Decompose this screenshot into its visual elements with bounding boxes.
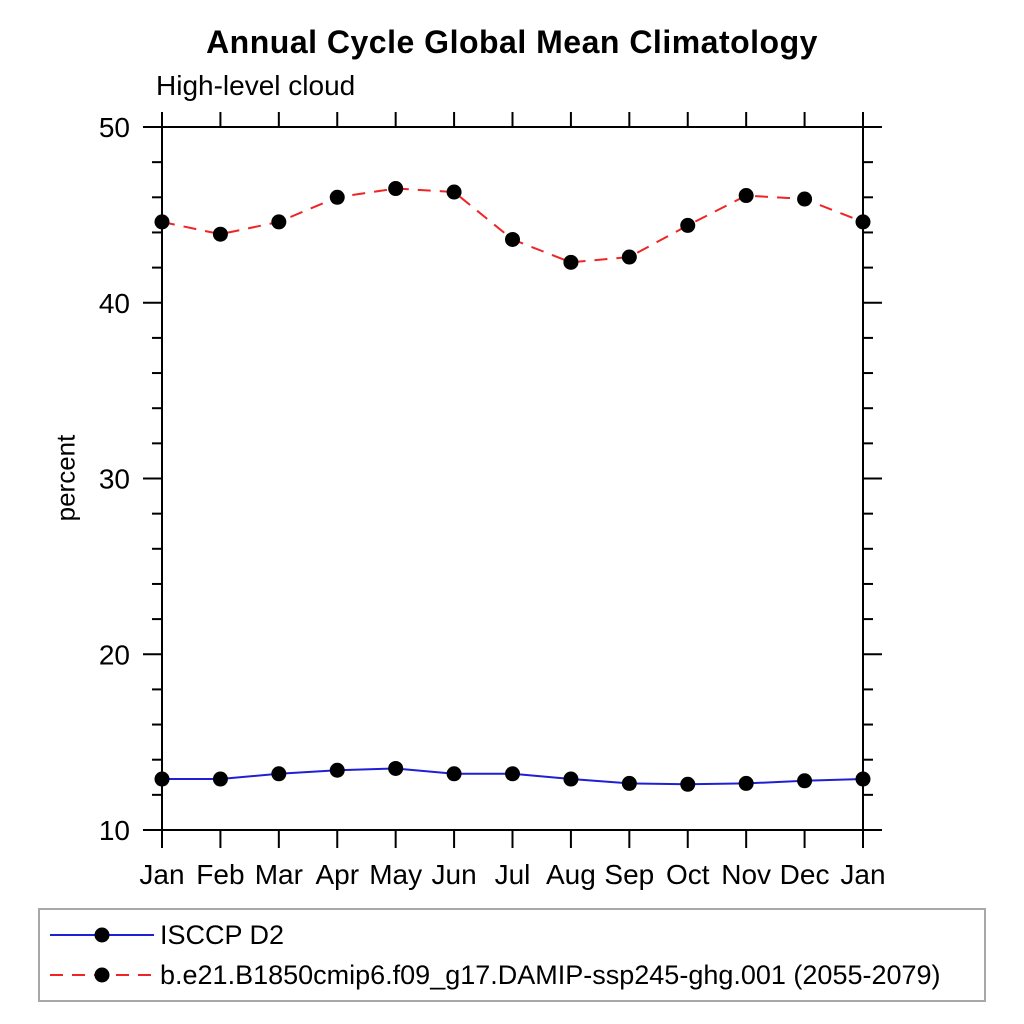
data-point-series-0 [212,771,228,787]
data-point-series-0 [271,766,287,782]
legend-label-model: b.e21.B1850cmip6.f09_g17.DAMIP-ssp245-gh… [160,959,941,990]
y-tick-label: 30 [99,464,130,495]
series-line-1 [161,187,864,264]
legend-label-isccp: ISCCP D2 [160,919,285,950]
x-tick-label: Oct [666,859,710,890]
data-point-series-0 [797,773,813,789]
data-point-series-1 [329,189,345,205]
legend-marker-icon [94,967,110,983]
data-point-series-1 [680,217,696,233]
data-point-series-1 [212,226,228,242]
legend-box: ISCCP D2 b.e21.B1850cmip6.f09_g17.DAMIP-… [38,908,986,1002]
data-point-series-0 [855,771,871,787]
data-point-series-1 [738,188,754,204]
data-point-series-1 [388,181,404,197]
legend-sample-line-dashed [50,967,154,983]
y-tick-label: 10 [99,815,130,846]
data-point-series-0 [154,771,170,787]
data-point-series-0 [388,760,404,776]
y-tick-label: 40 [99,288,130,319]
legend-marker-icon [94,927,110,943]
data-point-series-1 [621,249,637,265]
data-point-series-0 [563,771,579,787]
x-tick-label: Jan [139,859,184,890]
data-point-series-1 [505,231,520,247]
data-point-series-0 [329,762,345,778]
x-tick-label: Aug [546,859,596,890]
legend-item-model: b.e21.B1850cmip6.f09_g17.DAMIP-ssp245-gh… [40,955,984,995]
data-point-series-0 [446,766,462,782]
y-tick-label: 20 [99,639,130,670]
data-point-series-1 [271,214,287,230]
chart-title: Annual Cycle Global Mean Climatology [206,24,818,60]
data-point-series-1 [797,191,813,207]
x-tick-label: Nov [721,859,771,890]
x-tick-label: Feb [196,859,244,890]
x-tick-label: Jan [840,859,885,890]
x-tick-label: Dec [780,859,830,890]
data-point-series-0 [738,775,754,791]
data-point-series-1 [563,254,579,270]
legend-sample-line-solid [50,927,154,943]
chart-subtitle: High-level cloud [156,70,356,101]
plot-area: Jan Feb Mar Apr May Jun Jul Aug Sep Oct Nov Dec Jan 1… [99,112,886,890]
x-tick-label: Mar [255,859,303,890]
x-tick-label: May [369,859,422,890]
x-tick-label: Sep [604,859,654,890]
legend-item-isccp: ISCCP D2 [40,915,984,955]
data-point-series-1 [154,214,170,230]
data-point-series-1 [855,214,871,230]
data-point-series-0 [505,766,520,782]
x-tick-label: Jun [432,859,477,890]
data-point-series-1 [446,184,462,200]
x-tick-label: Jul [495,859,531,890]
data-point-series-0 [621,775,637,791]
x-tick-label: Apr [315,859,359,890]
y-tick-label: 50 [99,112,130,143]
data-point-series-0 [680,776,696,792]
